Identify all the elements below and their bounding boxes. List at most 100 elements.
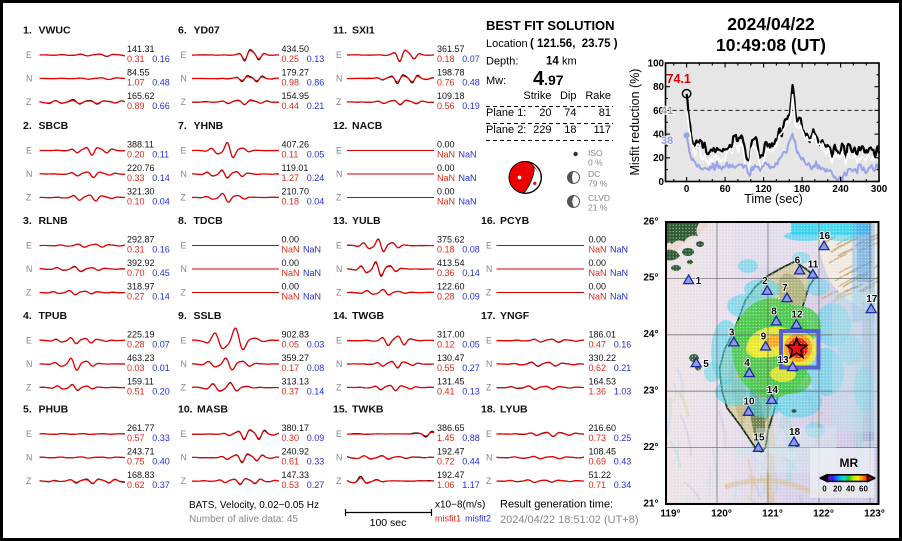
svg-text:E: E (336, 241, 342, 251)
svg-text:0.11: 0.11 (152, 149, 169, 159)
svg-text:0.61: 0.61 (282, 456, 300, 466)
svg-text:23°: 23° (643, 386, 658, 397)
svg-text:0.00: 0.00 (282, 234, 300, 244)
svg-text:NaN: NaN (437, 149, 455, 159)
svg-text:E: E (486, 241, 492, 251)
svg-text:1.07: 1.07 (127, 77, 145, 87)
svg-text:26°: 26° (643, 216, 658, 227)
svg-text:N: N (26, 359, 32, 369)
svg-text:NaN: NaN (610, 268, 628, 278)
svg-text:0.57: 0.57 (127, 433, 145, 443)
svg-text:192.47: 192.47 (437, 470, 465, 480)
svg-text:0.76: 0.76 (437, 77, 455, 87)
svg-text:0.25: 0.25 (614, 433, 632, 443)
svg-text:MASB: MASB (197, 404, 228, 416)
svg-text:TPUB: TPUB (39, 310, 68, 322)
svg-text:7.: 7. (178, 120, 187, 132)
svg-text:0.18: 0.18 (437, 244, 455, 254)
svg-text:NACB: NACB (352, 120, 383, 132)
svg-text:51.22: 51.22 (589, 470, 612, 480)
svg-text:0.34: 0.34 (614, 480, 632, 490)
svg-text:0.44: 0.44 (282, 101, 300, 111)
svg-text:1.36: 1.36 (589, 386, 607, 396)
svg-text:40: 40 (653, 130, 664, 141)
svg-text:E: E (26, 241, 32, 251)
svg-text:0.53: 0.53 (282, 480, 300, 490)
svg-text:20: 20 (539, 107, 551, 119)
svg-text:12.: 12. (333, 120, 348, 132)
svg-text:0.86: 0.86 (307, 77, 325, 87)
svg-text:Z: Z (336, 193, 342, 203)
svg-text:38: 38 (661, 135, 673, 147)
svg-text:131.45: 131.45 (437, 376, 465, 386)
svg-text:0.00: 0.00 (437, 139, 455, 149)
svg-text:0.00: 0.00 (282, 258, 300, 268)
svg-text:15: 15 (753, 433, 765, 444)
svg-text:13.: 13. (333, 215, 348, 227)
svg-text:84.55: 84.55 (127, 67, 150, 77)
svg-text:407.26: 407.26 (282, 139, 310, 149)
svg-text:902.83: 902.83 (282, 329, 310, 339)
svg-text:14: 14 (546, 56, 559, 68)
svg-text:79 %: 79 % (588, 179, 608, 189)
svg-text:119.01: 119.01 (282, 163, 309, 173)
svg-text:0.36: 0.36 (437, 268, 455, 278)
svg-text:0.33: 0.33 (307, 456, 325, 466)
svg-text:0.37: 0.37 (152, 480, 170, 490)
svg-text:N: N (181, 74, 187, 84)
svg-text:0.03: 0.03 (127, 363, 145, 373)
svg-text:E: E (486, 336, 492, 346)
svg-text:0.05: 0.05 (462, 339, 480, 349)
svg-text:N: N (486, 453, 492, 463)
svg-text:NaN: NaN (303, 268, 321, 278)
svg-text:2: 2 (762, 276, 768, 287)
svg-text:TWGB: TWGB (352, 310, 384, 322)
svg-text:0.13: 0.13 (462, 386, 480, 396)
svg-text:0.08: 0.08 (307, 363, 325, 373)
svg-text:LYUB: LYUB (500, 404, 528, 416)
svg-text:ISO: ISO (588, 148, 603, 158)
svg-text:0: 0 (822, 485, 827, 494)
svg-text:0.55: 0.55 (437, 363, 455, 373)
svg-text:N: N (26, 453, 32, 463)
svg-text:413.54: 413.54 (437, 258, 465, 268)
svg-text:0.16: 0.16 (152, 244, 170, 254)
svg-text:0.00: 0.00 (589, 281, 607, 291)
svg-text:225.19: 225.19 (127, 329, 155, 339)
svg-text:21°: 21° (643, 498, 658, 509)
svg-text:0.62: 0.62 (127, 480, 145, 490)
svg-text:E: E (26, 146, 32, 156)
svg-text:TDCB: TDCB (194, 215, 224, 227)
svg-text:0.27: 0.27 (307, 480, 325, 490)
svg-text:Location: Location (486, 38, 528, 50)
svg-text:E: E (181, 146, 187, 156)
svg-text:109.18: 109.18 (437, 91, 465, 101)
svg-text:0: 0 (684, 184, 690, 195)
svg-text:0.19: 0.19 (462, 101, 480, 111)
svg-text:Z: Z (26, 97, 32, 107)
svg-text:108.45: 108.45 (589, 446, 617, 456)
svg-text:0.73: 0.73 (589, 433, 607, 443)
svg-text:240: 240 (832, 184, 849, 195)
svg-text:16.: 16. (481, 215, 496, 227)
svg-text:0.16: 0.16 (614, 339, 632, 349)
svg-text:13: 13 (777, 355, 789, 366)
svg-text:0.89: 0.89 (127, 101, 145, 111)
svg-text:0.17: 0.17 (282, 363, 300, 373)
svg-text:E: E (336, 50, 342, 60)
svg-text:PCYB: PCYB (500, 215, 530, 227)
svg-text:392.92: 392.92 (127, 258, 155, 268)
svg-text:0.31: 0.31 (127, 244, 145, 254)
svg-text:( 121.56, 23.75 ): ( 121.56, 23.75 ) (530, 38, 618, 50)
svg-text:321.30: 321.30 (127, 186, 155, 196)
svg-text:60: 60 (859, 485, 868, 494)
svg-text:N: N (336, 74, 342, 84)
svg-text:74.1: 74.1 (667, 72, 691, 86)
svg-text:0.18: 0.18 (282, 196, 300, 206)
svg-text:2.: 2. (23, 120, 32, 132)
svg-text:N: N (181, 264, 187, 274)
svg-text:Z: Z (181, 193, 187, 203)
svg-text:N: N (26, 74, 32, 84)
svg-text:0.14: 0.14 (462, 268, 480, 278)
svg-text:E: E (336, 429, 342, 439)
